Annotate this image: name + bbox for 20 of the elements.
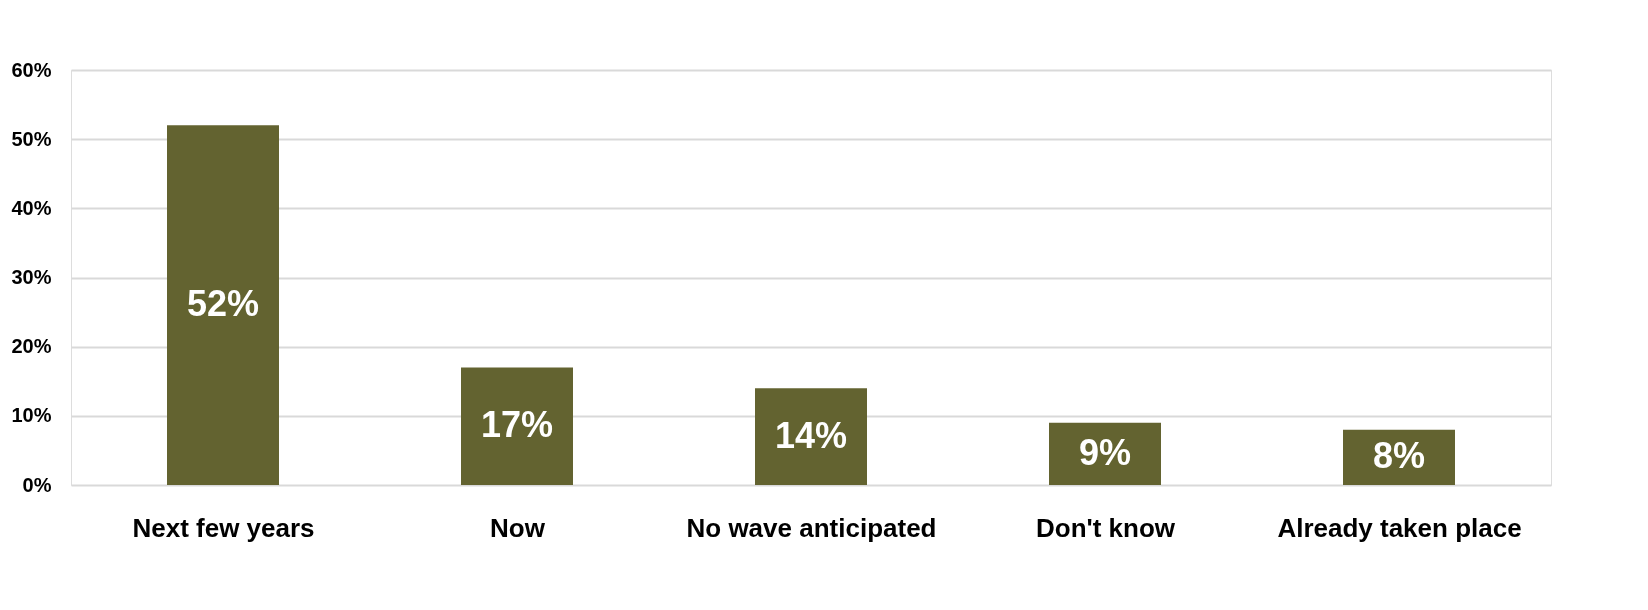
y-tick-label: 60% xyxy=(11,58,52,81)
data-label: 17% xyxy=(480,404,554,446)
y-tick-label: 0% xyxy=(22,473,52,496)
x-tick-label: Now xyxy=(490,512,546,543)
y-tick-label: 20% xyxy=(11,335,52,358)
x-tick-label: Already taken place xyxy=(1277,512,1522,543)
bar xyxy=(167,125,279,485)
bar xyxy=(461,367,573,485)
y-tick-label: 10% xyxy=(11,404,52,427)
y-tick-label: 40% xyxy=(11,196,52,219)
data-label: 14% xyxy=(774,414,848,456)
data-label: 9% xyxy=(1078,431,1132,473)
x-tick-label: Don't know xyxy=(1035,512,1176,543)
data-label: 8% xyxy=(1372,435,1426,477)
bar xyxy=(755,388,867,485)
y-tick-label: 30% xyxy=(11,266,52,288)
data-label: 52% xyxy=(186,283,260,325)
x-tick-label: Next few years xyxy=(132,512,315,543)
y-tick-label: 50% xyxy=(11,127,52,150)
x-tick-label: No wave anticipated xyxy=(686,512,937,543)
